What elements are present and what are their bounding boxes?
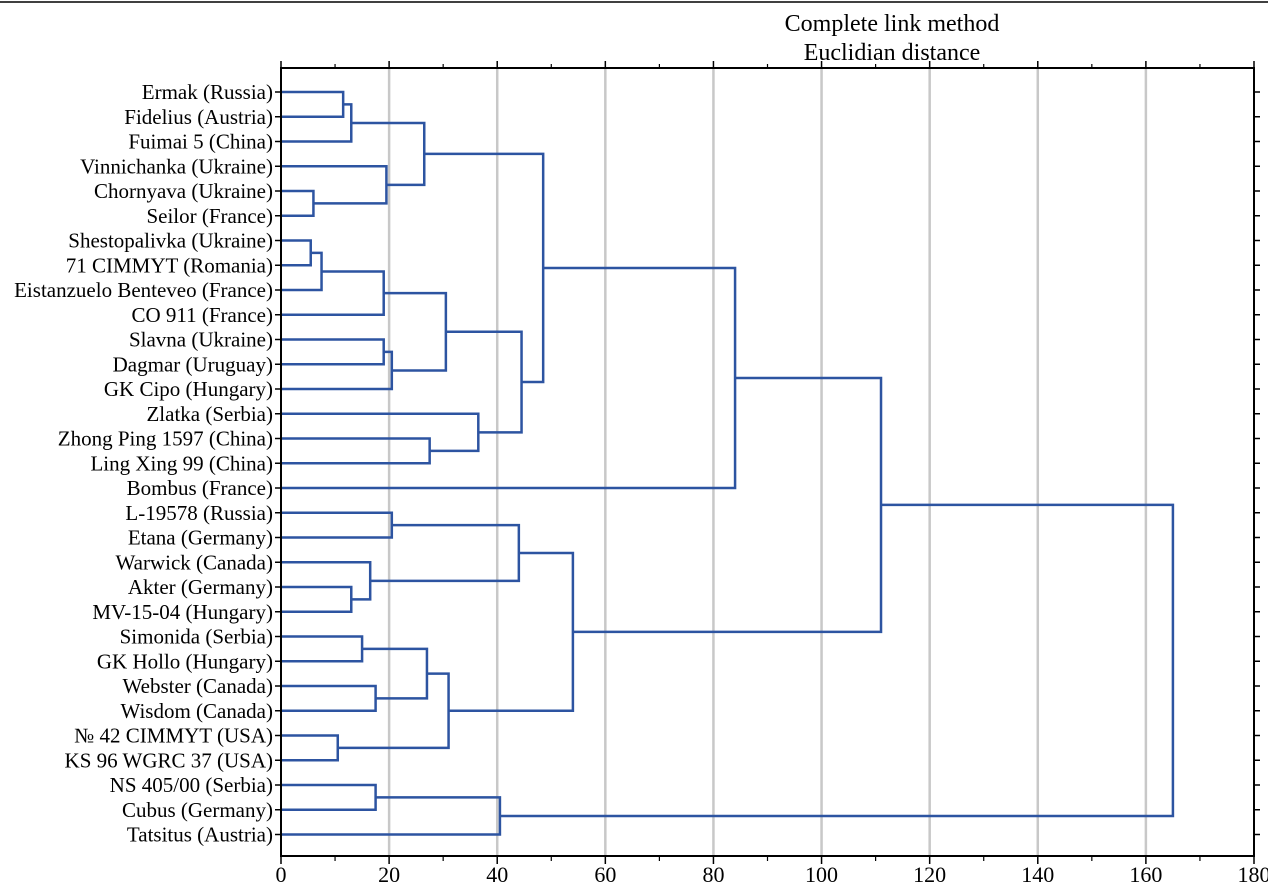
dendrogram-link xyxy=(281,92,343,117)
dendrogram-link xyxy=(281,166,386,203)
chart-subtitle: Euclidian distance xyxy=(804,40,981,66)
leaf-label: Ermak (Russia) xyxy=(142,80,273,104)
leaf-label: CO 911 (France) xyxy=(131,303,273,327)
dendrogram-links xyxy=(281,92,1173,835)
dendrogram-link xyxy=(351,123,424,185)
leaf-label: Fuimai 5 (China) xyxy=(128,130,273,154)
x-tick-label: 60 xyxy=(594,862,616,887)
leaf-label: KS 96 WGRC 37 (USA) xyxy=(65,748,273,772)
dendrogram-link xyxy=(281,414,478,451)
leaf-label: L-19578 (Russia) xyxy=(125,501,273,525)
dendrogram-link xyxy=(500,505,1173,816)
dendrogram-link xyxy=(281,268,735,488)
x-tick-label: 0 xyxy=(276,862,287,887)
leaf-label: Shestopalivka (Ukraine) xyxy=(68,229,273,253)
leaf-label: NS 405/00 (Serbia) xyxy=(110,773,273,797)
chart-title: Complete link method xyxy=(785,11,1000,37)
leaf-label: MV-15-04 (Hungary) xyxy=(92,600,273,624)
grid-lines xyxy=(389,68,1146,856)
dendrogram-link xyxy=(281,587,351,612)
leaf-label: Fidelius (Austria) xyxy=(124,105,273,129)
leaf-label: Zhong Ping 1597 (China) xyxy=(58,427,273,451)
x-tick-label: 100 xyxy=(805,862,838,887)
leaf-label: Vinnichanka (Ukraine) xyxy=(80,154,273,178)
dendrogram-link xyxy=(281,104,351,141)
leaf-label: 71 CIMMYT (Romania) xyxy=(66,253,273,277)
leaf-label: Eistanzuelo Benteveo (France) xyxy=(14,278,273,302)
x-tick-label: 120 xyxy=(913,862,946,887)
leaf-label: GK Cipo (Hungary) xyxy=(104,377,273,401)
dendrogram-link xyxy=(281,736,338,761)
dendrogram-link xyxy=(281,513,392,538)
dendrogram-link xyxy=(281,352,392,389)
dendrogram-link xyxy=(446,332,522,433)
dendrogram-link xyxy=(281,271,384,314)
leaf-label: Etana (Germany) xyxy=(128,526,273,550)
x-tick-label: 140 xyxy=(1021,862,1054,887)
leaf-label: Zlatka (Serbia) xyxy=(146,402,273,426)
leaf-label: Ling Xing 99 (China) xyxy=(90,451,273,475)
dendrogram-link xyxy=(281,686,376,711)
x-tick-label: 180 xyxy=(1238,862,1268,887)
leaf-labels: Ermak (Russia)Fidelius (Austria)Fuimai 5… xyxy=(14,80,1260,847)
leaf-label: Akter (Germany) xyxy=(128,575,273,599)
dendrogram-link xyxy=(281,439,430,464)
leaf-label: Slavna (Ukraine) xyxy=(129,328,273,352)
dendrogram-link xyxy=(449,553,573,711)
leaf-label: Chornyava (Ukraine) xyxy=(94,179,273,203)
dendrogram-link xyxy=(281,785,376,810)
leaf-label: Simonida (Serbia) xyxy=(120,625,273,649)
leaf-label: Cubus (Germany) xyxy=(122,798,273,822)
leaf-label: Tatsitus (Austria) xyxy=(127,823,273,847)
dendrogram-link xyxy=(281,253,322,290)
dendrogram-link xyxy=(281,637,362,662)
dendrogram-link xyxy=(281,241,311,266)
dendrogram-link xyxy=(362,649,427,699)
dendrogram-link xyxy=(424,154,543,382)
leaf-label: № 42 CIMMYT (USA) xyxy=(74,724,273,748)
leaf-label: Seilor (France) xyxy=(146,204,273,228)
dendrogram-link xyxy=(573,378,881,632)
x-tick-label: 40 xyxy=(486,862,508,887)
leaf-label: Dagmar (Uruguay) xyxy=(113,352,273,376)
dendrogram-link xyxy=(281,562,370,599)
leaf-label: Webster (Canada) xyxy=(123,674,274,698)
dendrogram-link xyxy=(281,340,384,365)
x-tick-label: 20 xyxy=(378,862,400,887)
leaf-label: Warwick (Canada) xyxy=(116,550,273,574)
leaf-label: Bombus (France) xyxy=(127,476,273,500)
x-tick-label: 80 xyxy=(702,862,724,887)
dendrogram-link xyxy=(281,191,313,216)
dendrogram-link xyxy=(281,797,500,834)
leaf-label: GK Hollo (Hungary) xyxy=(97,649,273,673)
x-tick-label: 160 xyxy=(1129,862,1162,887)
leaf-label: Wisdom (Canada) xyxy=(120,699,273,723)
